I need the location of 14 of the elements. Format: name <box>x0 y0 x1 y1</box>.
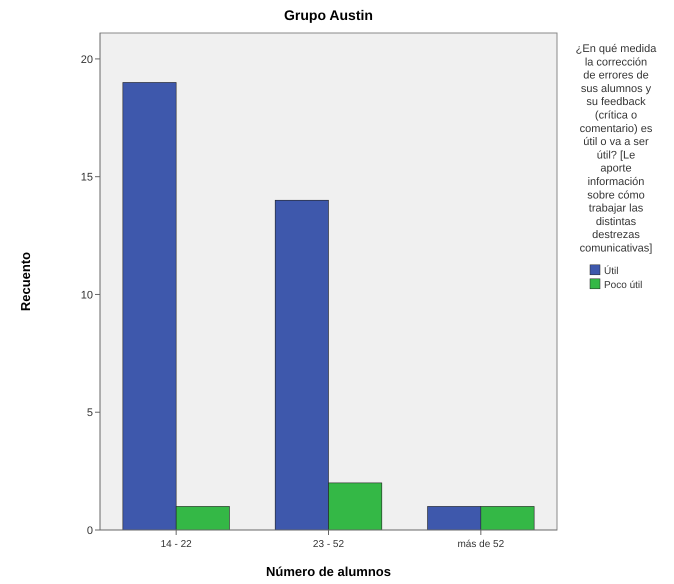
y-axis-title: Recuento <box>18 252 33 312</box>
x-axis-title: Número de alumnos <box>266 564 391 579</box>
chart-title: Grupo Austin <box>284 7 373 23</box>
y-tick-label: 0 <box>86 524 93 537</box>
x-tick-label: más de 52 <box>457 539 505 550</box>
y-tick-label: 5 <box>86 407 93 420</box>
y-tick-label: 10 <box>80 289 93 302</box>
legend-label: Útil <box>604 264 618 277</box>
y-tick-label: 15 <box>80 172 93 184</box>
x-tick-label: 23 - 52 <box>312 539 344 550</box>
y-tick-label: 20 <box>80 54 93 66</box>
text: ¿En qué medida la corrección de errores de sus alumnos y su feedback (crítica o comentario) es útil o va a ser útil? [Le aporte información sobre cómo trabajar las distintas destrezas comunicativas] <box>576 43 656 254</box>
x-tick-label: 14 - 22 <box>160 539 192 550</box>
legend-label: Poco útil <box>604 280 642 291</box>
